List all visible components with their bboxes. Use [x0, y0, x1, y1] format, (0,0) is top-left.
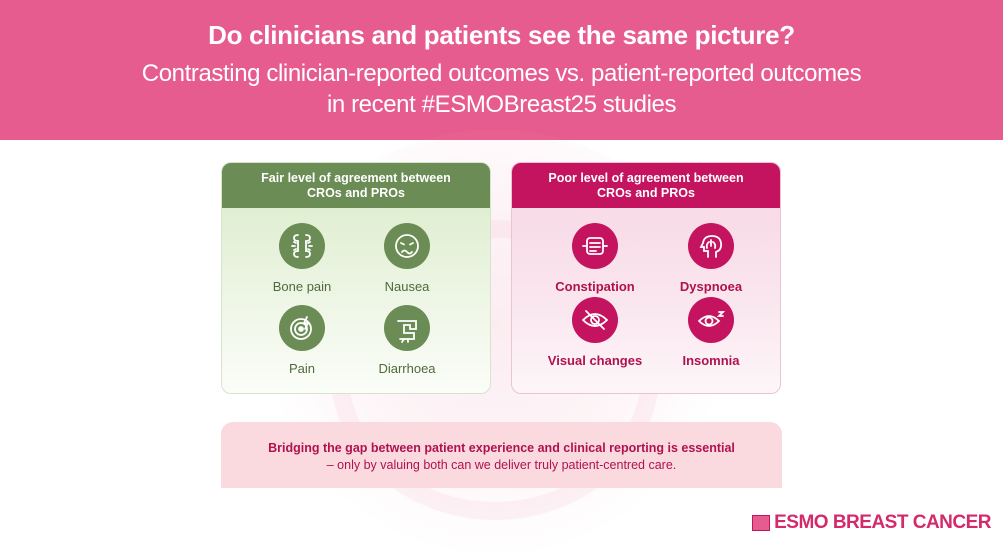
item-constipation: Constipation [540, 223, 650, 294]
pain-target-icon [279, 305, 325, 351]
eye-slash-icon [572, 297, 618, 343]
intestine-icon [384, 305, 430, 351]
item-dyspnoea: Dyspnoea [656, 223, 766, 294]
bone-pain-label: Bone pain [272, 279, 332, 294]
fair-agreement-panel: Fair level of agreement between CROs and… [221, 162, 491, 394]
insomnia-label: Insomnia [682, 353, 740, 368]
fair-agreement-heading: Fair level of agreement between CROs and… [222, 163, 490, 208]
item-pain: Pain [247, 305, 357, 376]
constipation-label: Constipation [555, 279, 635, 294]
subtitle-line-2: in recent #ESMOBreast25 studies [326, 91, 677, 118]
poor-heading-line-2: CROs and PROs [597, 186, 695, 200]
item-visual-changes: Visual changes [540, 297, 650, 368]
key-message-line-2: – only by valuing both can we deliver tr… [326, 458, 677, 472]
page-subtitle: Contrasting clinician-reported outcomes … [0, 58, 1003, 120]
poor-agreement-heading: Poor level of agreement between CROs and… [512, 163, 780, 208]
item-bone-pain: Bone pain [247, 223, 357, 294]
fair-heading-line-2: CROs and PROs [307, 186, 405, 200]
nausea-face-icon [384, 223, 430, 269]
key-message-line-1: Bridging the gap between patient experie… [268, 441, 735, 455]
bone-icon [279, 223, 325, 269]
item-diarrhoea: Diarrhoea [352, 305, 462, 376]
poor-heading-line-1: Poor level of agreement between [548, 171, 744, 185]
item-nausea: Nausea [352, 223, 462, 294]
lungs-head-icon [688, 223, 734, 269]
pain-label: Pain [288, 361, 316, 376]
nausea-label: Nausea [384, 279, 430, 294]
key-message-box: Bridging the gap between patient experie… [221, 422, 782, 488]
esmo-logo-mark-icon [752, 515, 771, 531]
page-title: Do clinicians and patients see the same … [208, 20, 795, 50]
brand-logo: ESMO BREAST CANCER [752, 512, 991, 534]
diarrhoea-label: Diarrhoea [378, 361, 436, 376]
fair-heading-line-1: Fair level of agreement between [261, 171, 451, 185]
subtitle-line-1: Contrasting clinician-reported outcomes … [141, 60, 862, 87]
item-insomnia: Insomnia [656, 297, 766, 368]
dyspnoea-label: Dyspnoea [679, 279, 743, 294]
brand-text: ESMO BREAST CANCER [774, 512, 991, 533]
poor-agreement-panel: Poor level of agreement between CROs and… [511, 162, 781, 394]
header-banner: Do clinicians and patients see the same … [0, 0, 1003, 140]
visual-changes-label: Visual changes [547, 353, 643, 368]
sleepy-eye-icon [688, 297, 734, 343]
bowel-icon [572, 223, 618, 269]
